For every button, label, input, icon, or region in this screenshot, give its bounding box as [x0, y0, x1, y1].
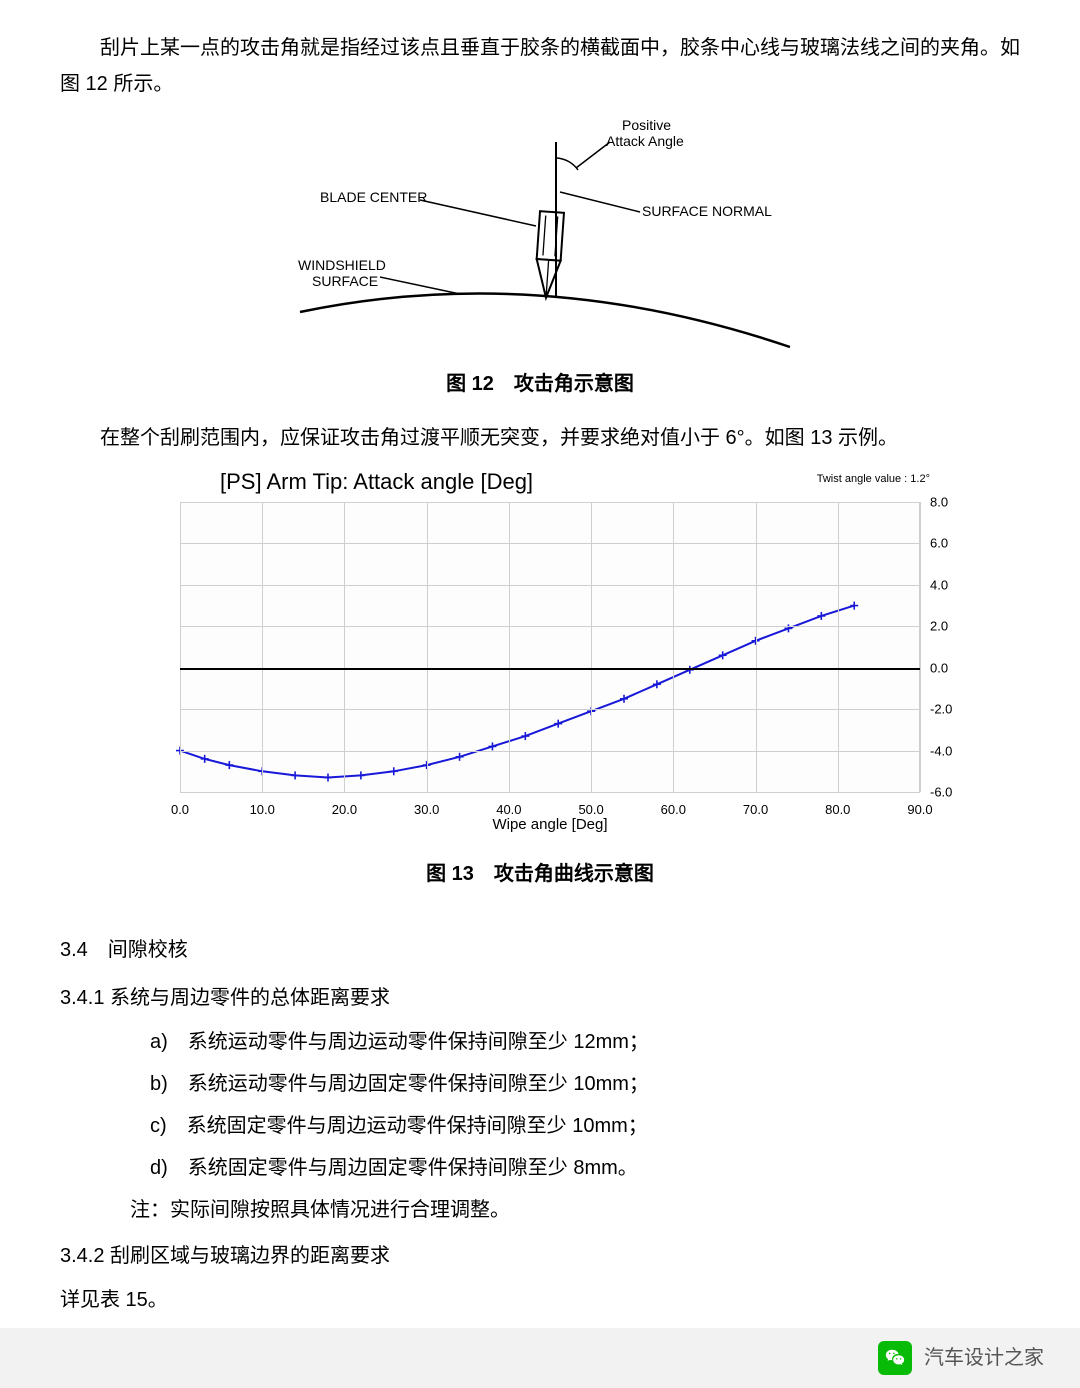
x-tick-label: 60.0 [661, 798, 686, 821]
y-tick-label: 0.0 [930, 656, 970, 679]
y-tick-label: -6.0 [930, 780, 970, 803]
list-item-a: a) 系统运动零件与周边运动零件保持间隙至少 12mm； [150, 1024, 1020, 1060]
wechat-icon [878, 1341, 912, 1375]
y-tick-label: 6.0 [930, 532, 970, 555]
list-item-d: d) 系统固定零件与周边固定零件保持间隙至少 8mm。 [150, 1150, 1020, 1186]
section-3-4-2-heading: 3.4.2 刮刷区域与玻璃边界的距离要求 [60, 1238, 1020, 1274]
x-tick-label: 70.0 [743, 798, 768, 821]
chart-title: [PS] Arm Tip: Attack angle [Deg] [220, 462, 533, 502]
label-positive-1: Positive [622, 117, 671, 133]
label-blade-center: BLADE CENTER [320, 189, 427, 205]
figure-12-diagram: Positive Attack Angle BLADE CENTER SURFA… [260, 112, 820, 352]
list-item-c: c) 系统固定零件与周边运动零件保持间隙至少 10mm； [150, 1108, 1020, 1144]
label-positive-2: Attack Angle [606, 133, 684, 149]
see-table-text: 详见表 15。 [60, 1282, 1020, 1318]
figure-13-chart: [PS] Arm Tip: Attack angle [Deg] Twist a… [90, 462, 990, 842]
chart-note: Twist angle value : 1.2° [817, 470, 930, 490]
y-tick-label: -4.0 [930, 739, 970, 762]
x-tick-label: 40.0 [496, 798, 521, 821]
label-surface-normal: SURFACE NORMAL [642, 203, 772, 219]
figure-13-caption: 图 13 攻击角曲线示意图 [60, 856, 1020, 892]
label-windshield-1: WINDSHIELD [298, 257, 386, 273]
list-item-b: b) 系统运动零件与周边固定零件保持间隙至少 10mm； [150, 1066, 1020, 1102]
y-tick-label: 2.0 [930, 615, 970, 638]
section-3-4-heading: 3.4 间隙校核 [60, 932, 1020, 968]
figure-12-caption: 图 12 攻击角示意图 [60, 366, 1020, 402]
y-tick-label: 4.0 [930, 573, 970, 596]
intro-paragraph: 刮片上某一点的攻击角就是指经过该点且垂直于胶条的横截面中，胶条中心线与玻璃法线之… [60, 30, 1020, 102]
x-tick-label: 30.0 [414, 798, 439, 821]
x-tick-label: 10.0 [250, 798, 275, 821]
label-windshield-2: SURFACE [312, 273, 378, 289]
x-tick-label: 50.0 [578, 798, 603, 821]
list-note: 注：实际间隙按照具体情况进行合理调整。 [130, 1192, 1020, 1228]
x-tick-label: 90.0 [907, 798, 932, 821]
y-tick-label: -2.0 [930, 697, 970, 720]
footer-watermark: 汽车设计之家 [0, 1328, 1080, 1388]
x-tick-label: 20.0 [332, 798, 357, 821]
y-tick-label: 8.0 [930, 490, 970, 513]
mid-paragraph: 在整个刮刷范围内，应保证攻击角过渡平顺无突变，并要求绝对值小于 6°。如图 13… [60, 420, 1020, 456]
x-tick-label: 0.0 [171, 798, 189, 821]
x-tick-label: 80.0 [825, 798, 850, 821]
section-3-4-1-heading: 3.4.1 系统与周边零件的总体距离要求 [60, 980, 1020, 1016]
footer-text: 汽车设计之家 [924, 1340, 1044, 1376]
